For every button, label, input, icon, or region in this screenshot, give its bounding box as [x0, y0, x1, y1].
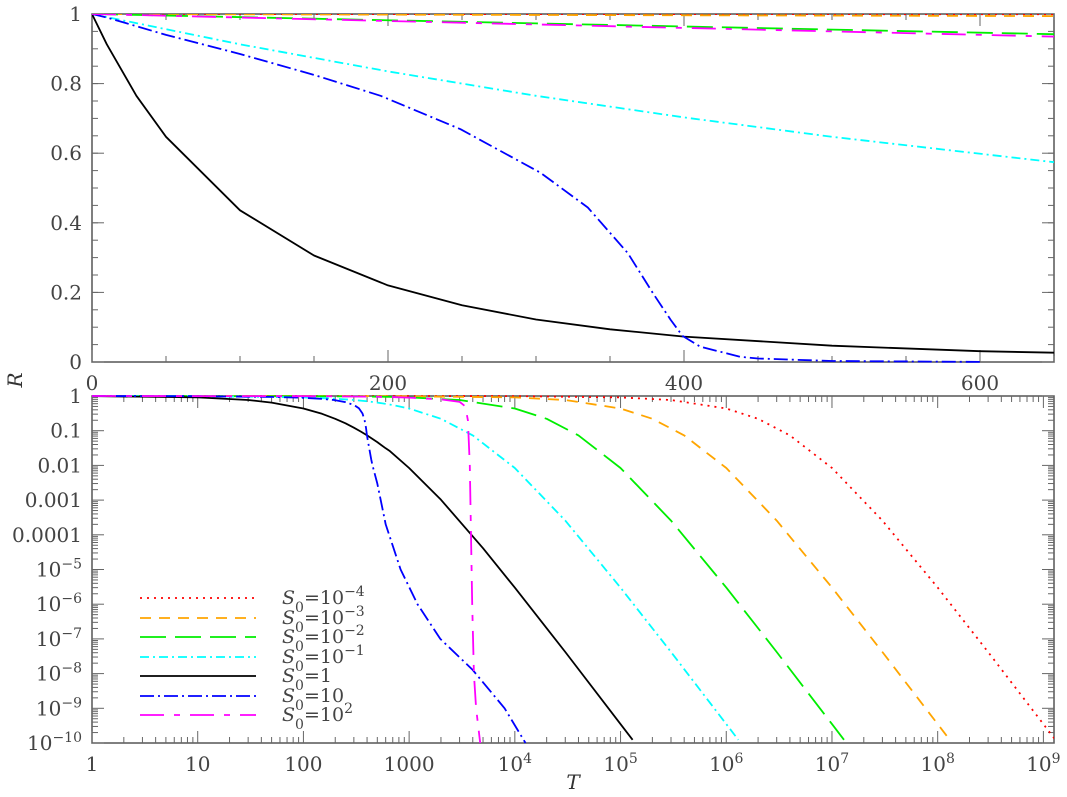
legend-item: S0=10−3	[140, 604, 365, 636]
series-line-6	[92, 395, 482, 744]
series-line-3	[92, 14, 1054, 164]
series-line-4	[92, 395, 634, 741]
x-tick-label: 200	[369, 371, 407, 395]
legend-label: S0=10−2	[282, 623, 365, 655]
y-tick-label: 10−6	[36, 591, 82, 616]
y-tick-label: 10−7	[36, 626, 82, 651]
legend-item: S0=102	[140, 701, 353, 733]
y-tick-label: 1	[69, 384, 82, 408]
plot-frame	[91, 13, 1055, 363]
x-tick-label: 600	[961, 371, 999, 395]
legend-label: S0=1	[282, 665, 332, 694]
x-tick-label: 106	[709, 751, 743, 776]
y-tick-label: 10−9	[36, 695, 82, 720]
legend-item: S0=1	[140, 665, 332, 694]
y-tick-label: 0	[69, 350, 82, 374]
series-line-4	[92, 14, 1054, 354]
y-tick-label: 0.2	[50, 280, 82, 304]
y-tick-label: 10−8	[36, 661, 82, 686]
series-line-2	[92, 395, 845, 741]
x-tick-label: 108	[920, 751, 954, 776]
legend-label: S0=10	[282, 685, 344, 714]
y-tick-label: 10−10	[27, 730, 82, 755]
series-group	[92, 14, 1054, 363]
bottom-panel: 1 10 100 1000 104 105 106 107 108 109 1 0.1 0.01 0.00…	[12, 384, 1061, 776]
legend-item: S0=10	[140, 685, 344, 714]
y-tick-label: 1	[69, 2, 82, 26]
legend-item: S0=10−2	[140, 623, 365, 655]
legend-label: S0=10−3	[282, 604, 365, 636]
legend-label: S0=102	[282, 701, 353, 733]
series-group	[92, 395, 1054, 744]
x-axis-title: T	[566, 770, 581, 794]
legend-label: S0=10−1	[282, 643, 365, 675]
x-tick-label: 107	[815, 751, 849, 776]
series-line-1	[92, 395, 951, 741]
top-panel: 0 200 400 600 0 0.2 0.4 0.6 0.8 1	[50, 2, 1055, 395]
series-line-5	[92, 14, 981, 363]
x-tick-label: 0	[86, 371, 99, 395]
y-tick-label: 0.6	[50, 141, 82, 165]
x-tick-label: 104	[498, 751, 532, 776]
y-tick-label: 0.01	[37, 453, 82, 477]
x-tick-label: 105	[603, 751, 637, 776]
series-line-5	[92, 395, 527, 744]
plot-frame	[91, 395, 1055, 744]
y-axis-title: R	[3, 372, 27, 388]
y-tick-label: 10−5	[36, 557, 82, 582]
y-tick-label: 0.0001	[12, 523, 82, 547]
series-line-0	[92, 395, 1054, 740]
x-tick-label: 10	[185, 752, 210, 776]
y-tick-label: 0.1	[50, 419, 82, 443]
series-line-2	[92, 14, 1054, 36]
legend-item: S0=10−1	[140, 643, 365, 675]
legend-label: S0=10−4	[282, 584, 365, 616]
series-line-3	[92, 395, 740, 741]
legend-item: S0=10−4	[140, 584, 365, 616]
y-tick-label: 0.8	[50, 72, 82, 96]
x-tick-label: 400	[665, 371, 703, 395]
x-tick-label: 100	[284, 752, 322, 776]
x-tick-label: 109	[1026, 751, 1060, 776]
legend: S0=10−4S0=10−3S0=10−2S0=10−1S0=1S0=10S0=…	[140, 584, 365, 733]
y-tick-label: 0.001	[25, 488, 82, 512]
series-line-6	[92, 14, 1054, 38]
x-tick-label: 1	[86, 752, 99, 776]
y-tick-label: 0.4	[50, 211, 82, 235]
x-tick-label: 1000	[384, 752, 435, 776]
